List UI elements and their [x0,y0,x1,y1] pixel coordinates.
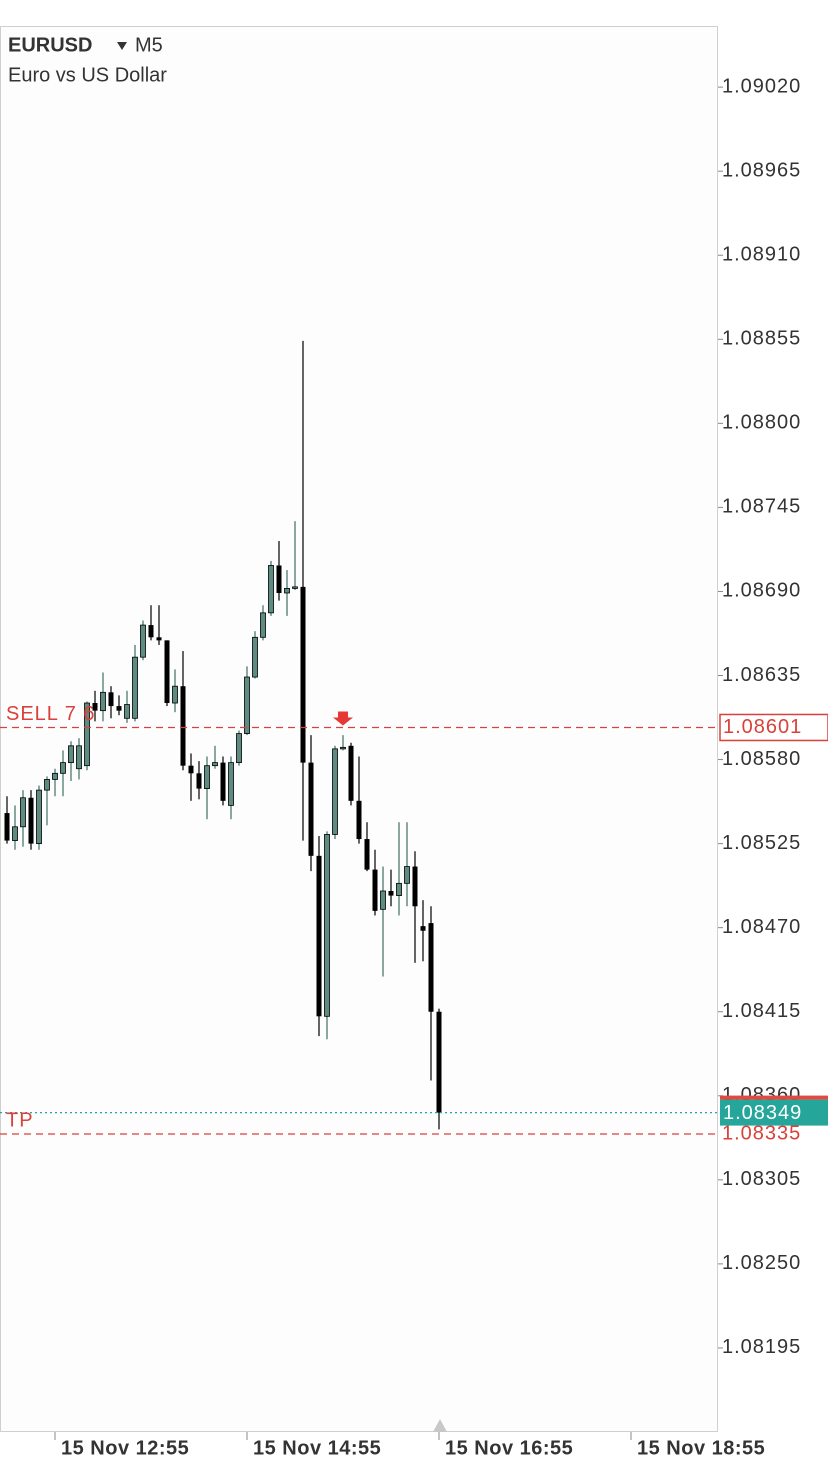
price-box-edge [720,1095,828,1100]
candle-body [300,586,306,763]
candle-body [284,588,290,594]
symbol[interactable]: EURUSD [8,34,92,56]
y-tick-label: 1.08195 [722,1336,801,1358]
symbol-dropdown-icon[interactable] [117,42,127,50]
candle-body [172,685,178,704]
candle-body [60,762,66,774]
candle-body [12,826,18,841]
y-tick-label: 1.08690 [722,580,801,602]
y-tick-label: 1.08910 [722,244,801,266]
candle-body [28,797,34,844]
y-tick-label: 1.09020 [722,75,801,97]
candle-body [324,834,330,1017]
price-box-label: 1.08601 [723,716,802,738]
candle-body [148,625,154,638]
candle-body [140,624,146,658]
candle-body [268,565,274,614]
y-tick-label: 1.08415 [722,1000,801,1022]
candle-body [348,745,354,801]
subtitle: Euro vs US Dollar [8,64,167,86]
candle-body [372,869,378,911]
candle-body [340,746,346,750]
y-tick-label: 1.08855 [722,328,801,350]
candle-body [92,703,98,711]
candle-body [44,779,50,791]
candle-body [276,565,282,593]
candle-body [244,676,250,734]
candle-body [180,686,186,766]
y-tick-label: 1.08305 [722,1168,801,1190]
candle-body [356,800,362,840]
x-tick-label: 15 Nov 18:55 [637,1437,765,1459]
candle-body [4,813,10,841]
candle-body [52,772,58,780]
candle-body [116,706,122,711]
candle-body [188,765,194,774]
candle-body [380,890,386,910]
candle-body [68,745,74,764]
y-tick-label: 1.08580 [722,748,801,770]
candle-body [292,586,298,589]
candle-body [228,762,234,806]
candle-body [76,745,82,770]
candle-body [260,612,266,638]
candle-body [404,866,410,884]
x-tick-label: 15 Nov 14:55 [253,1437,381,1459]
candle-body [316,855,322,1017]
current-time-marker [433,1419,447,1432]
price-box-label: 1.08349 [723,1102,802,1124]
x-tick-label: 15 Nov 12:55 [61,1437,189,1459]
level-label: SELL 7 6 [6,703,96,725]
candle-body [164,640,170,704]
price-box-fill [720,1099,828,1126]
y-tick-label: 1.08800 [722,412,801,434]
candle-body [252,636,258,678]
plot-frame [0,26,718,1432]
price-box [719,713,828,742]
y-tick-label: 1.08965 [722,159,801,181]
candle-body [396,882,402,896]
price-text-label: 1.08335 [722,1122,801,1144]
y-tick-label: 1.08525 [722,832,801,854]
candle-body [100,691,106,712]
candle-body [84,702,90,767]
candle-body [420,926,426,931]
level-label: TP [6,1109,34,1131]
timeframe[interactable]: M5 [135,34,163,56]
candle-body [220,762,226,801]
sell-marker [333,711,353,726]
candle-body [108,692,114,707]
y-tick-label: 1.08470 [722,916,801,938]
y-tick-label: 1.08635 [722,664,801,686]
candle-body [36,789,42,845]
candle-body [20,797,26,828]
candle-body [428,923,434,1012]
x-tick-label: 15 Nov 16:55 [445,1437,573,1459]
candle-body [364,839,370,870]
candle-body [204,765,210,790]
candle-body [236,733,242,764]
candle-body [124,704,130,719]
candle-body [412,866,418,907]
candle-body [388,890,394,896]
candle-body [332,748,338,835]
y-tick-label: 1.08745 [722,496,801,518]
candle-body [156,637,162,641]
y-tick-label: 1.08250 [722,1252,801,1274]
candle-body [196,773,202,789]
candle-body [132,656,138,719]
candle-body [308,762,314,856]
candle-body [212,762,218,767]
candle-body [436,1011,442,1113]
